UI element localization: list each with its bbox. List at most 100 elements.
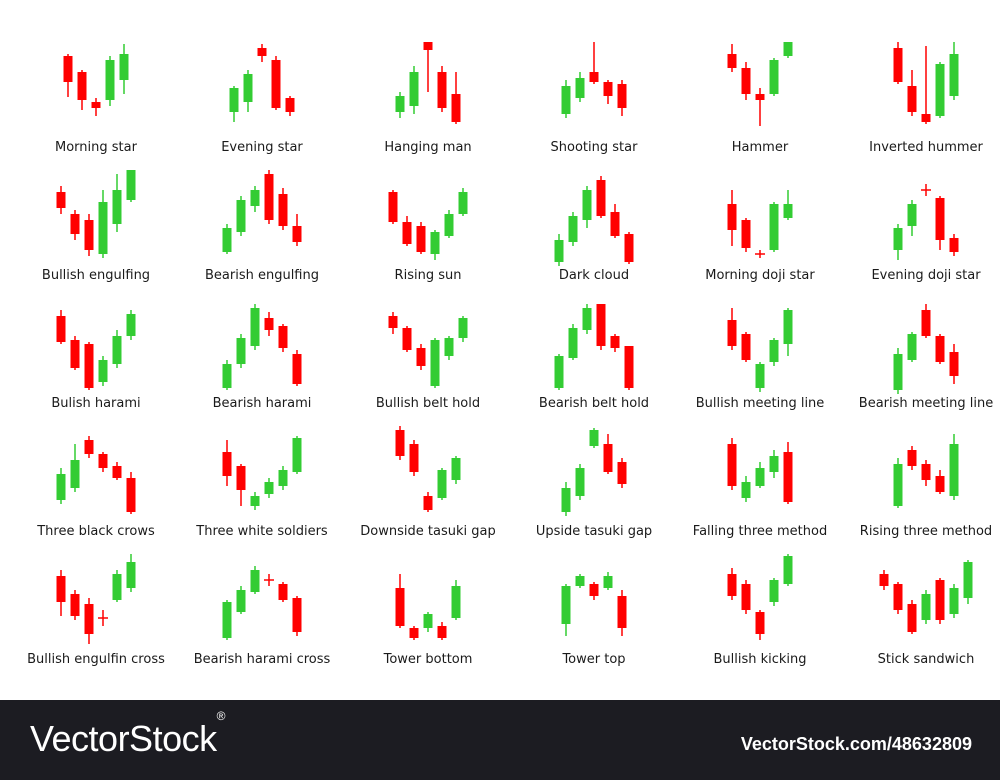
candle-body [949, 54, 959, 96]
bull-candle [769, 338, 779, 366]
candle-body [603, 82, 613, 96]
candle-body [257, 48, 267, 56]
bear-candle [278, 188, 288, 230]
bull-candle [250, 492, 260, 510]
candle-body [755, 468, 765, 486]
candle-body [755, 612, 765, 634]
pattern-bulish-harami: Bulish harami [13, 296, 179, 424]
bull-candle [589, 428, 599, 448]
candle-body [236, 338, 246, 364]
candle-body [769, 340, 779, 362]
bear-candle [98, 452, 108, 472]
bear-candle [222, 440, 232, 486]
pattern-shooting-star: Shooting star [511, 40, 677, 168]
pattern-bearish-engulfing: Bearish engulfing [179, 168, 345, 296]
candle-body [278, 326, 288, 348]
bull-candle [222, 360, 232, 390]
pattern-label: Three black crows [37, 524, 155, 539]
bear-candle [949, 344, 959, 384]
bull-candle [769, 450, 779, 478]
vectorstock-logo: VectorStock® [30, 709, 225, 760]
pattern-label: Three white soldiers [196, 524, 328, 539]
candle-body [126, 478, 136, 512]
candle-body [105, 60, 115, 100]
bull-candle [451, 580, 461, 620]
bull-candle [250, 186, 260, 212]
bear-candle [610, 204, 620, 238]
bear-candle [416, 222, 426, 254]
bull-candle [893, 348, 903, 394]
pattern-label: Downside tasuki gap [360, 524, 496, 539]
footer-bar: VectorStock® VectorStock.com/48632809 [0, 700, 1000, 780]
candle-body [879, 574, 889, 586]
pattern-label: Evening doji star [871, 268, 981, 283]
candle-body [603, 444, 613, 472]
bull-candle [430, 230, 440, 260]
pattern-bearish-meeting-line: Bearish meeting line [843, 296, 1000, 424]
bull-candle [949, 42, 959, 100]
candlestick-diagram [395, 574, 461, 640]
bull-candle [755, 362, 765, 392]
candlestick-diagram [222, 436, 302, 510]
candle-body [292, 598, 302, 632]
bear-candle [264, 312, 274, 336]
bear-candle [617, 590, 627, 636]
candle-body [98, 454, 108, 468]
pattern-hanging-man: Hanging man [345, 40, 511, 168]
candle-body [278, 470, 288, 486]
candle-body [264, 174, 274, 220]
pattern-label: Inverted hummer [869, 140, 983, 155]
candle-body [596, 304, 606, 346]
bear-candle [70, 336, 80, 370]
bull-candle [769, 578, 779, 606]
candle-body [893, 228, 903, 250]
candlestick-diagram [63, 44, 129, 116]
candle-body [921, 594, 931, 620]
candle-body [70, 214, 80, 234]
bull-candle [409, 66, 419, 114]
bull-candle [236, 586, 246, 614]
candle-body [430, 340, 440, 386]
bear-candle [84, 214, 94, 256]
bear-candle [907, 446, 917, 470]
candle-body [755, 364, 765, 388]
candle-body [77, 72, 87, 100]
candle-body [98, 202, 108, 254]
pattern-label: Tower top [562, 652, 626, 667]
candle-body [437, 72, 447, 108]
bull-candle [444, 336, 454, 360]
candle-body [741, 334, 751, 360]
bear-candle [921, 46, 931, 124]
bear-candle [292, 596, 302, 636]
candle-body [112, 574, 122, 600]
bull-candle [893, 458, 903, 508]
candle-body [451, 458, 461, 480]
pattern-evening-doji-star: Evening doji star [843, 168, 1000, 296]
pattern-label: Upside tasuki gap [535, 524, 653, 539]
bull-candle [105, 56, 115, 106]
bull-candle [70, 444, 80, 492]
candlestick-diagram [229, 44, 295, 122]
candle-body [250, 308, 260, 346]
candle-body [907, 86, 917, 112]
doji-candle [921, 184, 931, 196]
bull-candle [575, 464, 585, 500]
bear-candle [617, 80, 627, 116]
bull-candle [98, 356, 108, 386]
bull-candle [949, 584, 959, 618]
candle-body [84, 440, 94, 454]
candlestick-diagram [561, 42, 627, 118]
pattern-bullish-meeting-line: Bullish meeting line [677, 296, 843, 424]
candle-body [250, 570, 260, 592]
candle-body [451, 94, 461, 122]
bull-candle [561, 80, 571, 118]
footer-url: VectorStock.com/48632809 [740, 734, 972, 754]
bull-candle [222, 600, 232, 640]
candlestick-diagram [554, 304, 634, 390]
candle-body [91, 102, 101, 108]
candle-body [554, 240, 564, 262]
bull-candle [229, 86, 239, 122]
candlestick-diagram [222, 566, 302, 640]
bear-candle [77, 70, 87, 110]
candle-body [624, 234, 634, 262]
